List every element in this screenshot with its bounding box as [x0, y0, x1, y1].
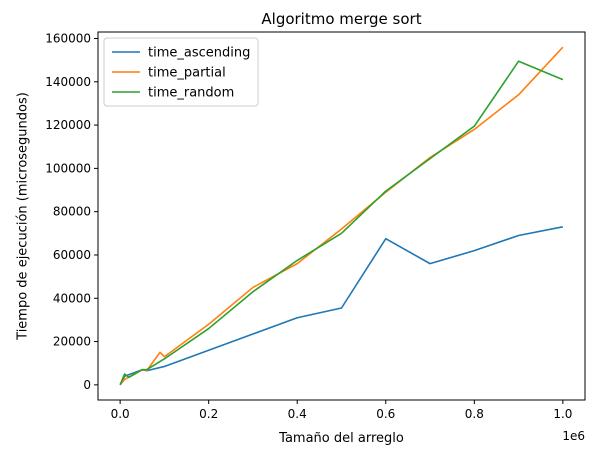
x-axis-scale-label: 1e6 — [562, 429, 585, 443]
y-tick-label: 40000 — [53, 291, 91, 305]
y-tick-label: 20000 — [53, 335, 91, 349]
y-tick-label: 140000 — [45, 75, 91, 89]
legend-label: time_ascending — [148, 46, 250, 61]
legend-label: time_partial — [148, 66, 226, 81]
legend-label: time_random — [148, 86, 234, 101]
y-tick-label: 120000 — [45, 118, 91, 132]
x-tick-label: 0.8 — [465, 407, 484, 421]
x-tick-label: 0.0 — [111, 407, 130, 421]
y-tick-label: 80000 — [53, 205, 91, 219]
y-tick-label: 60000 — [53, 248, 91, 262]
legend: time_ascending time_partial time_random — [103, 37, 259, 107]
series-line-time-random — [119, 60, 564, 386]
axes-frame — [97, 31, 586, 401]
x-axis: 0.0 0.2 0.4 0.6 0.8 1.0 — [111, 400, 572, 421]
legend-box — [103, 37, 259, 107]
y-tick-label: 100000 — [45, 161, 91, 175]
y-tick-label: 0 — [83, 378, 91, 392]
x-tick-label: 0.2 — [199, 407, 218, 421]
chart-title: Algoritmo merge sort — [261, 10, 421, 28]
y-axis-label: Tiempo de ejecución (microsegundos) — [16, 92, 31, 341]
y-axis: 0 20000 40000 60000 80000 100000 120000 140000 1… — [45, 31, 98, 392]
x-tick-label: 0.6 — [376, 407, 395, 421]
x-tick-label: 0.4 — [288, 407, 307, 421]
x-tick-label: 1.0 — [553, 407, 572, 421]
y-tick-label: 160000 — [45, 31, 91, 45]
x-axis-label: Tamaño del arreglo — [278, 431, 404, 446]
